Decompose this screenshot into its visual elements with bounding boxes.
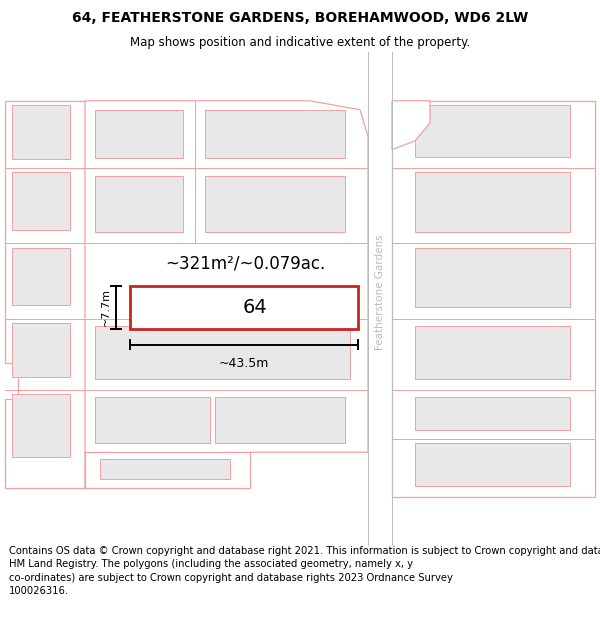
Bar bbox=[205, 110, 345, 158]
Text: Contains OS data © Crown copyright and database right 2021. This information is : Contains OS data © Crown copyright and d… bbox=[9, 546, 600, 596]
Bar bbox=[415, 172, 570, 232]
Bar bbox=[95, 326, 350, 379]
Bar bbox=[205, 176, 345, 232]
Bar bbox=[415, 326, 570, 379]
Bar bbox=[392, 101, 595, 497]
Polygon shape bbox=[85, 101, 368, 488]
Text: Featherstone Gardens: Featherstone Gardens bbox=[375, 234, 385, 350]
Bar bbox=[95, 176, 183, 232]
Bar bbox=[415, 105, 570, 157]
Text: Map shows position and indicative extent of the property.: Map shows position and indicative extent… bbox=[130, 36, 470, 49]
Polygon shape bbox=[85, 452, 250, 488]
Bar bbox=[95, 397, 210, 443]
Bar bbox=[215, 397, 345, 443]
Text: ~321m²/~0.079ac.: ~321m²/~0.079ac. bbox=[165, 254, 325, 272]
Bar bbox=[130, 286, 358, 329]
Bar bbox=[12, 248, 70, 306]
Polygon shape bbox=[5, 101, 85, 488]
Polygon shape bbox=[392, 101, 430, 150]
Bar bbox=[12, 172, 70, 230]
Bar bbox=[415, 397, 570, 430]
Text: 64, FEATHERSTONE GARDENS, BOREHAMWOOD, WD6 2LW: 64, FEATHERSTONE GARDENS, BOREHAMWOOD, W… bbox=[72, 11, 528, 26]
Bar bbox=[95, 110, 183, 158]
Bar bbox=[12, 323, 70, 377]
Bar bbox=[415, 248, 570, 308]
Bar bbox=[12, 394, 70, 457]
Text: ~43.5m: ~43.5m bbox=[219, 357, 269, 370]
Text: ~7.7m: ~7.7m bbox=[101, 288, 111, 326]
Bar bbox=[100, 459, 230, 479]
Text: 64: 64 bbox=[243, 298, 268, 317]
Bar bbox=[12, 105, 70, 159]
Bar bbox=[415, 443, 570, 486]
